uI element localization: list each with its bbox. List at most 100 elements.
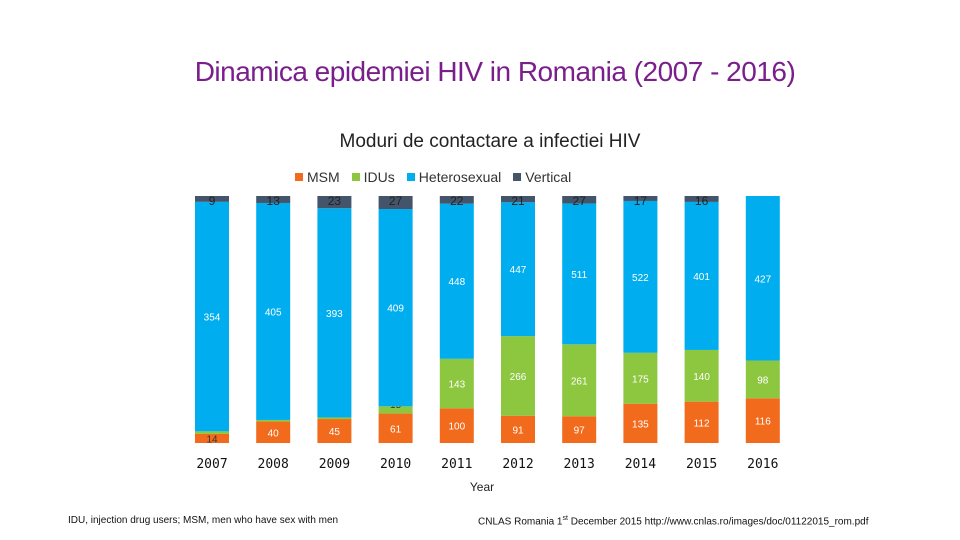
data-label-vertical-2011: 22 [450,194,464,208]
bar-msm-2008 [256,421,291,443]
data-label-heterosexual-2012: 447 [510,265,527,276]
bar-idus-2007 [195,431,229,434]
data-label-msm-2013: 97 [574,426,586,437]
x-tick-label-2013: 2013 [564,457,595,472]
data-label-msm-2008: 40 [268,428,280,439]
data-label-msm-2011: 100 [448,422,465,433]
data-label-vertical-2007: 9 [209,194,216,208]
data-label-msm-2015: 112 [694,418,710,429]
data-label-msm-2007: 14 [206,434,218,445]
bar-msm-2009 [317,419,352,443]
bar-heterosexual-2013 [562,203,597,345]
bar-heterosexual-2009 [317,208,352,418]
legend-label-heterosexual: Heterosexual [418,169,502,185]
x-tick-label-2011: 2011 [441,457,472,472]
data-label-heterosexual-2016: 427 [754,274,771,285]
data-label-heterosexual-2015: 401 [693,272,710,283]
bar-msm-2012 [501,415,535,443]
bar-msm-2016 [745,398,780,443]
data-label-heterosexual-2011: 448 [448,277,465,288]
data-label-msm-2012: 91 [512,425,524,436]
data-label-msm-2014: 135 [632,419,649,430]
bar-vertical-2015 [684,196,719,202]
footnote-source-text: CNLAS Romania 1 [478,516,563,528]
x-tick-label-2015: 2015 [686,457,717,472]
legend-label-msm: MSM [307,169,340,185]
data-label-vertical-2015: 16 [695,194,709,208]
data-label-heterosexual-2007: 354 [204,313,221,324]
bar-idus-2010 [378,406,413,414]
bar-heterosexual-2008 [256,202,291,420]
x-tick-label-2007: 2007 [196,457,227,472]
legend-swatch-msm [295,173,303,181]
bar-heterosexual-2012 [501,202,535,337]
data-label-idus-2013: 261 [571,376,588,387]
legend-item-heterosexual: Heterosexual [406,169,502,185]
data-label-heterosexual-2013: 511 [571,270,587,281]
bar-idus-2009 [317,417,352,420]
bar-heterosexual-2007 [195,201,229,432]
data-label-vertical-2013: 27 [573,194,587,208]
bar-vertical-2009 [317,196,352,209]
x-tick-label-2010: 2010 [380,457,411,472]
bar-idus-2011 [439,358,474,409]
bar-msm-2007 [195,433,229,443]
data-label-idus-2015: 140 [693,372,710,383]
bar-idus-2015 [684,349,719,402]
footnote-source: CNLAS Romania 1st December 2015 http://w… [478,515,868,527]
bar-heterosexual-2010 [378,209,413,407]
legend-item-msm: MSM [295,169,340,185]
legend-label-vertical: Vertical [525,169,572,185]
bar-idus-2008 [256,419,291,422]
data-label-heterosexual-2010: 409 [387,304,404,315]
data-label-vertical-2012: 21 [511,194,525,208]
bar-msm-2011 [439,408,474,443]
data-label-heterosexual-2009: 393 [326,309,343,320]
legend-item-vertical: Vertical [513,169,571,185]
footnote-abbreviations: IDU, injection drug users; MSM, men who … [68,515,339,526]
bar-heterosexual-2016 [745,196,780,361]
data-label-idus-2012: 266 [510,372,527,383]
bar-idus-2014 [623,352,658,404]
data-label-vertical-2009: 23 [328,194,342,208]
x-tick-label-2016: 2016 [747,457,778,472]
bar-msm-2014 [623,403,658,443]
data-label-heterosexual-2008: 405 [265,307,282,318]
footnote-source-url: December 2015 http://www.cnlas.ro/images… [567,516,869,528]
bar-vertical-2013 [562,196,597,204]
data-label-msm-2010: 61 [390,424,402,435]
bar-vertical-2012 [501,196,535,203]
legend-label-idus: IDUs [363,169,395,185]
x-axis-label: Year [470,480,494,494]
bar-idus-2013 [562,344,597,417]
data-label-heterosexual-2014: 522 [632,273,649,284]
bar-vertical-2014 [623,196,658,201]
data-label-msm-2016: 116 [755,417,771,428]
bar-heterosexual-2015 [684,201,719,350]
bar-idus-2016 [745,360,780,399]
chart-legend: MSM IDUs Heterosexual Vertical [295,168,571,186]
bar-heterosexual-2011 [439,203,474,359]
x-tick-label-2008: 2008 [258,457,289,472]
data-label-idus-2016: 98 [757,375,769,386]
x-tick-label-2014: 2014 [625,457,656,472]
x-tick-label-2012: 2012 [502,457,533,472]
data-label-vertical-2014: 17 [634,194,648,208]
bar-msm-2015 [684,401,719,443]
bar-idus-2012 [501,336,535,416]
bar-vertical-2011 [439,196,474,204]
data-label-idus-2014: 175 [632,374,649,385]
data-label-vertical-2010: 27 [389,194,403,208]
bar-heterosexual-2014 [623,200,658,353]
data-label-idus-2011: 143 [448,380,465,391]
legend-swatch-vertical [513,173,522,181]
chart-title: Moduri de contactare a infectiei HIV [339,131,641,152]
legend-item-idus: IDUs [351,169,395,185]
x-tick-label-2009: 2009 [319,457,350,472]
bar-msm-2010 [378,413,413,443]
bar-vertical-2007 [195,196,229,202]
legend-swatch-heterosexual [406,173,415,181]
legend-swatch-idus [351,173,360,181]
data-label-vertical-2008: 13 [267,194,281,208]
